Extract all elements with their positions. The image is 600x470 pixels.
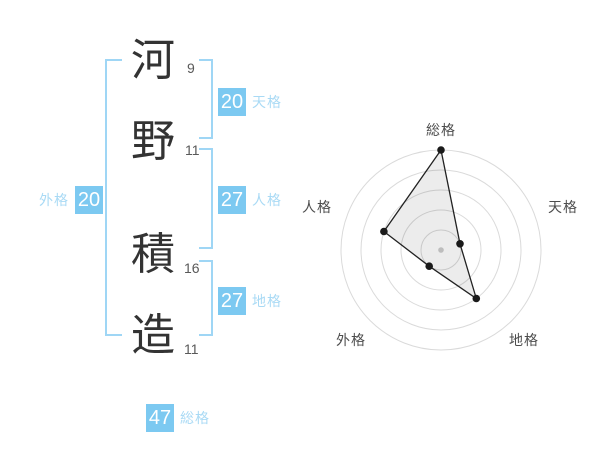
jinkaku-value-box: 27 (218, 186, 246, 214)
soukaku-value-box: 47 (146, 404, 174, 432)
jinkaku-label: 人格 (252, 192, 282, 208)
radar-polygon (383, 148, 478, 301)
radar-data-point (425, 262, 433, 270)
radar-axis-label: 人格 (302, 199, 332, 215)
radar-grid-ring (380, 189, 502, 311)
gaikaku-value-box: 20 (75, 186, 103, 214)
chikaku-bracket (199, 260, 213, 336)
radar-data-point (437, 146, 445, 154)
soukaku-label: 総格 (180, 410, 210, 426)
name-char-3: 積 (131, 230, 175, 279)
gaikaku-bracket (105, 59, 122, 336)
chikaku-value-box: 27 (218, 287, 246, 315)
soukaku-row: 47 総格 (146, 404, 210, 432)
stroke-count-2: 11 (185, 142, 200, 158)
tenkaku-value-box: 20 (218, 88, 246, 116)
name-char-1: 河 (131, 36, 175, 85)
radar-data-point (380, 227, 388, 236)
stroke-count-3: 16 (184, 260, 200, 276)
radar-axis-label: 天格 (548, 199, 578, 215)
radar-axis-label: 総格 (426, 122, 456, 138)
stroke-count-4: 11 (184, 341, 199, 357)
radar-data-point (456, 240, 464, 248)
tenkaku-bracket (199, 59, 213, 139)
radar-data-point (472, 294, 481, 303)
radar-center-dot (438, 247, 444, 253)
radar-chart: 総格天格地格 外格 人格 (301, 110, 581, 390)
jinkaku-bracket (199, 148, 213, 249)
radar-grid-ring (400, 209, 482, 291)
tenkaku-label: 天格 (252, 94, 282, 110)
chikaku-label: 地格 (252, 293, 282, 309)
radar-axis-label: 地格 (509, 332, 539, 348)
name-char-4: 造 (131, 311, 175, 360)
gaikaku-label: 外格 (39, 192, 69, 208)
chikaku-row: 27 地格 (218, 287, 282, 315)
stroke-count-1: 9 (187, 60, 195, 76)
gaikaku-row: 外格 20 (39, 186, 103, 214)
radar-axis-label: 外格 (336, 332, 366, 348)
radar-grid-ring (420, 229, 462, 271)
name-char-2: 野 (131, 117, 175, 166)
jinkaku-row: 27 人格 (218, 186, 282, 214)
radar-grid-ring (360, 169, 522, 331)
tenkaku-row: 20 天格 (218, 88, 282, 116)
